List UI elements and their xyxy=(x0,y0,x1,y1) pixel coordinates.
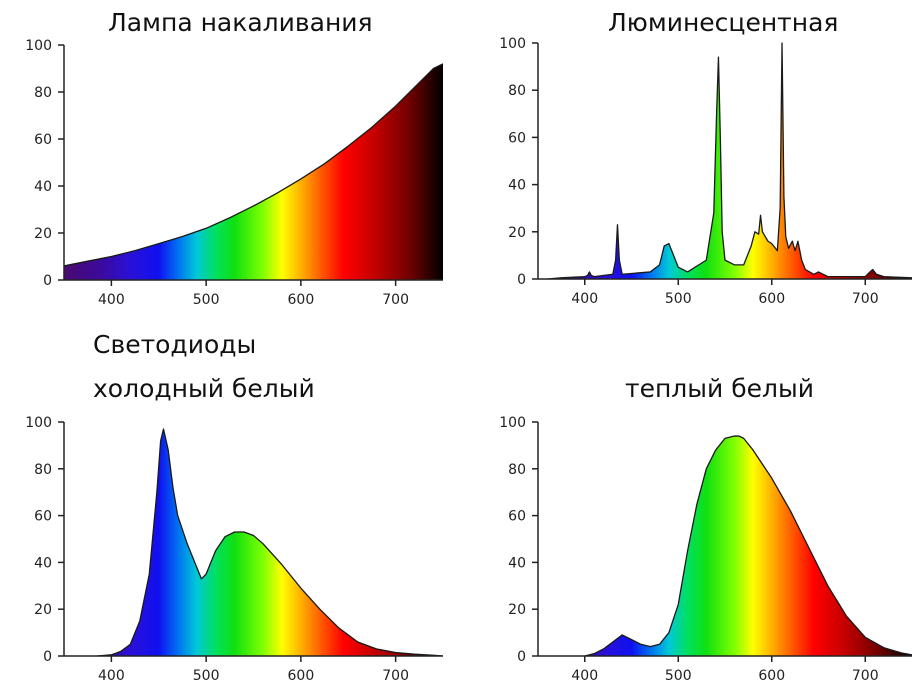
x-tick-label-fluorescent-500: 500 xyxy=(665,291,692,307)
y-tick-label-incandescent-80: 80 xyxy=(34,85,52,101)
y-tick-label-warm-white-0: 0 xyxy=(517,649,526,665)
y-tick-label-fluorescent-80: 80 xyxy=(508,83,526,99)
y-tick-label-cool-white-40: 40 xyxy=(34,555,52,571)
y-tick-label-incandescent-20: 20 xyxy=(34,226,52,242)
y-tick-label-cool-white-80: 80 xyxy=(34,462,52,478)
chart-title-warm-white: теплый белый xyxy=(625,374,814,403)
y-tick-label-incandescent-60: 60 xyxy=(34,132,52,148)
group-label-led: Светодиоды xyxy=(93,330,257,359)
spectrum-line-cool-white xyxy=(97,428,444,657)
y-tick-label-warm-white-80: 80 xyxy=(508,462,526,478)
spectrum-area-warm-white xyxy=(584,436,912,656)
spectrum-area-fluorescent xyxy=(547,43,912,279)
spectrum-area-incandescent xyxy=(64,63,443,280)
chart-title-cool-white: холодный белый xyxy=(93,374,315,403)
spectrum-line-incandescent xyxy=(63,63,444,267)
chart-panel-incandescent: 0 20 40 60 80 100 400 500 600 700 xyxy=(25,38,444,308)
y-tick-label-cool-white-60: 60 xyxy=(34,509,52,525)
x-tick-label-incandescent-700: 700 xyxy=(382,292,409,308)
spectrum-area-cool-white xyxy=(97,429,443,656)
y-tick-label-fluorescent-40: 40 xyxy=(508,178,526,194)
y-tick-label-warm-white-20: 20 xyxy=(508,602,526,618)
y-tick-label-cool-white-20: 20 xyxy=(34,602,52,618)
x-tick-label-cool-white-700: 700 xyxy=(382,668,409,684)
y-tick-label-incandescent-40: 40 xyxy=(34,179,52,195)
x-tick-label-warm-white-700: 700 xyxy=(852,668,879,684)
y-tick-label-cool-white-100: 100 xyxy=(25,415,52,431)
y-tick-label-fluorescent-20: 20 xyxy=(508,225,526,241)
x-tick-label-fluorescent-600: 600 xyxy=(758,291,785,307)
x-tick-label-fluorescent-700: 700 xyxy=(852,291,879,307)
x-tick-label-incandescent-600: 600 xyxy=(288,292,315,308)
y-tick-label-incandescent-0: 0 xyxy=(43,273,52,289)
x-tick-label-fluorescent-400: 400 xyxy=(571,291,598,307)
x-tick-label-incandescent-500: 500 xyxy=(193,292,220,308)
spectrum-line-fluorescent xyxy=(547,42,913,280)
x-tick-label-warm-white-400: 400 xyxy=(571,668,598,684)
chart-panel-warm-white: 0 20 40 60 80 100 400 500 600 700 xyxy=(499,415,913,684)
y-tick-label-fluorescent-100: 100 xyxy=(499,36,526,52)
y-tick-label-warm-white-60: 60 xyxy=(508,509,526,525)
chart-panel-cool-white: 0 20 40 60 80 100 400 500 600 700 xyxy=(25,415,444,684)
y-tick-label-fluorescent-60: 60 xyxy=(508,130,526,146)
chart-title-incandescent: Лампа накаливания xyxy=(108,8,373,37)
chart-panel-fluorescent: 0 20 40 60 80 100 400 500 600 700 xyxy=(499,36,913,307)
spectrum-line-warm-white xyxy=(584,435,913,657)
x-tick-label-incandescent-400: 400 xyxy=(98,292,125,308)
y-tick-label-fluorescent-0: 0 xyxy=(517,272,526,288)
y-tick-label-cool-white-0: 0 xyxy=(43,649,52,665)
x-tick-label-cool-white-400: 400 xyxy=(98,668,125,684)
y-tick-label-incandescent-100: 100 xyxy=(25,38,52,54)
chart-title-fluorescent: Люминесцентная xyxy=(608,8,839,37)
x-tick-label-warm-white-600: 600 xyxy=(758,668,785,684)
y-tick-label-warm-white-40: 40 xyxy=(508,555,526,571)
x-tick-label-cool-white-600: 600 xyxy=(288,668,315,684)
y-tick-label-warm-white-100: 100 xyxy=(499,415,526,431)
x-tick-label-warm-white-500: 500 xyxy=(665,668,692,684)
x-tick-label-cool-white-500: 500 xyxy=(193,668,220,684)
